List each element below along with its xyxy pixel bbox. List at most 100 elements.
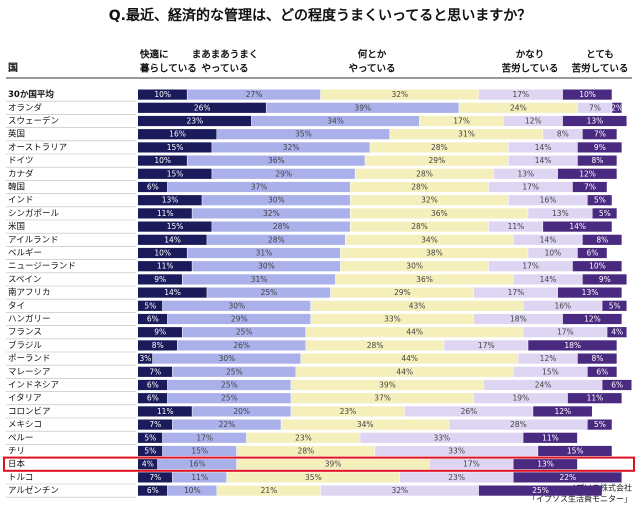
bar-segment <box>513 274 583 285</box>
bar-segment <box>375 445 538 457</box>
value-label: 37% <box>251 183 268 192</box>
value-label: 15% <box>167 169 184 178</box>
bar-segment <box>508 142 578 153</box>
bar-segment <box>291 406 405 417</box>
bar-segment <box>138 195 202 206</box>
value-label: 5% <box>144 447 156 456</box>
bar-segment <box>350 181 489 193</box>
bar-segment <box>350 221 489 232</box>
value-label: 25% <box>236 328 253 337</box>
bar-segment <box>592 208 617 219</box>
value-label: 4% <box>142 460 154 469</box>
value-label: 28% <box>431 143 448 152</box>
value-label: 8% <box>591 354 603 363</box>
bar-segment <box>167 181 350 193</box>
value-label: 9% <box>154 275 166 284</box>
bar-segment <box>429 459 513 470</box>
value-label: 5% <box>144 433 156 442</box>
value-label: 29% <box>275 169 292 178</box>
bar-segment <box>513 459 578 470</box>
category-label: マレーシア <box>8 367 50 377</box>
category-label: コロンビア <box>8 407 51 417</box>
bar-segment <box>281 419 449 430</box>
value-label: 9% <box>154 328 166 337</box>
value-label: 32% <box>391 486 408 495</box>
bar-segment <box>340 247 528 259</box>
bar-segment <box>310 300 523 311</box>
value-label: 39% <box>379 381 396 390</box>
value-label: 10% <box>579 90 596 99</box>
legend-label: 苦労している <box>502 63 559 75</box>
legend-label: まあまあうまく <box>192 49 259 61</box>
bar-segment <box>138 274 182 285</box>
category-label: イタリア <box>8 394 42 404</box>
value-label: 14% <box>164 288 181 297</box>
category-label: メキシコ <box>8 420 42 430</box>
value-label: 38% <box>426 249 443 258</box>
bar-segment <box>305 327 523 338</box>
category-label: アルゼンチン <box>8 485 59 496</box>
bar-segment <box>577 155 617 166</box>
value-label: 19% <box>513 394 530 403</box>
value-label: 14% <box>535 156 552 165</box>
value-label: 30% <box>258 262 275 271</box>
value-label: 14% <box>569 222 586 231</box>
value-label: 30% <box>219 354 236 363</box>
value-label: 5% <box>609 301 621 310</box>
bar-segment <box>138 353 153 364</box>
bar-segment <box>162 445 237 457</box>
value-label: 28% <box>416 169 433 178</box>
value-label: 6% <box>147 486 159 495</box>
value-label: 17% <box>196 433 213 442</box>
value-label: 11% <box>191 473 208 482</box>
bar-segment <box>172 419 281 430</box>
category-label: ニュージーランド <box>8 262 76 272</box>
bar-segment <box>138 247 187 259</box>
value-label: 31% <box>251 275 268 284</box>
value-label: 17% <box>557 328 574 337</box>
bar-segment <box>513 366 588 377</box>
bar-segment <box>291 393 474 404</box>
value-label: 44% <box>401 354 418 363</box>
category-label: フランス <box>8 328 42 338</box>
bar-segment <box>543 129 583 140</box>
value-label: 7% <box>584 183 596 192</box>
bar-segment <box>182 274 336 285</box>
bar-segment <box>138 459 158 470</box>
bar-segment <box>138 221 212 232</box>
bar-segment <box>305 340 444 351</box>
value-label: 12% <box>555 407 572 416</box>
value-label: 44% <box>406 328 423 337</box>
value-label: 10% <box>545 249 562 258</box>
bar-segment <box>291 379 484 391</box>
category-label: カナダ <box>8 168 34 179</box>
bar-segment <box>350 195 508 206</box>
category-label: 南アフリカ <box>8 287 51 298</box>
value-label: 8% <box>557 130 569 139</box>
bar-segment <box>513 472 622 483</box>
chart-title: Q.最近、経済的な管理は、どの程度うまくいってると思いますか？ <box>109 7 532 24</box>
category-label: タイ <box>8 301 25 311</box>
bar-segment <box>187 247 341 259</box>
value-label: 8% <box>596 235 608 244</box>
value-label: 23% <box>186 117 203 126</box>
value-label: 23% <box>340 407 357 416</box>
bar-segment <box>138 181 168 193</box>
bar-segment <box>582 129 617 140</box>
value-label: 5% <box>594 420 606 429</box>
bar-segment <box>138 168 212 179</box>
bar-segment <box>212 142 370 153</box>
bar-segment <box>182 327 306 338</box>
value-label: 14% <box>535 143 552 152</box>
bar-segment <box>320 89 479 100</box>
category-label: チリ <box>8 447 25 457</box>
bar-segment <box>459 102 578 113</box>
bar-segment <box>167 393 291 404</box>
value-label: 22% <box>559 473 576 482</box>
value-label: 17% <box>453 117 470 126</box>
value-label: 11% <box>157 262 174 271</box>
value-label: 24% <box>510 103 527 112</box>
bar-segment <box>138 234 207 245</box>
value-label: 25% <box>532 486 549 495</box>
category-label: 米国 <box>8 221 25 232</box>
